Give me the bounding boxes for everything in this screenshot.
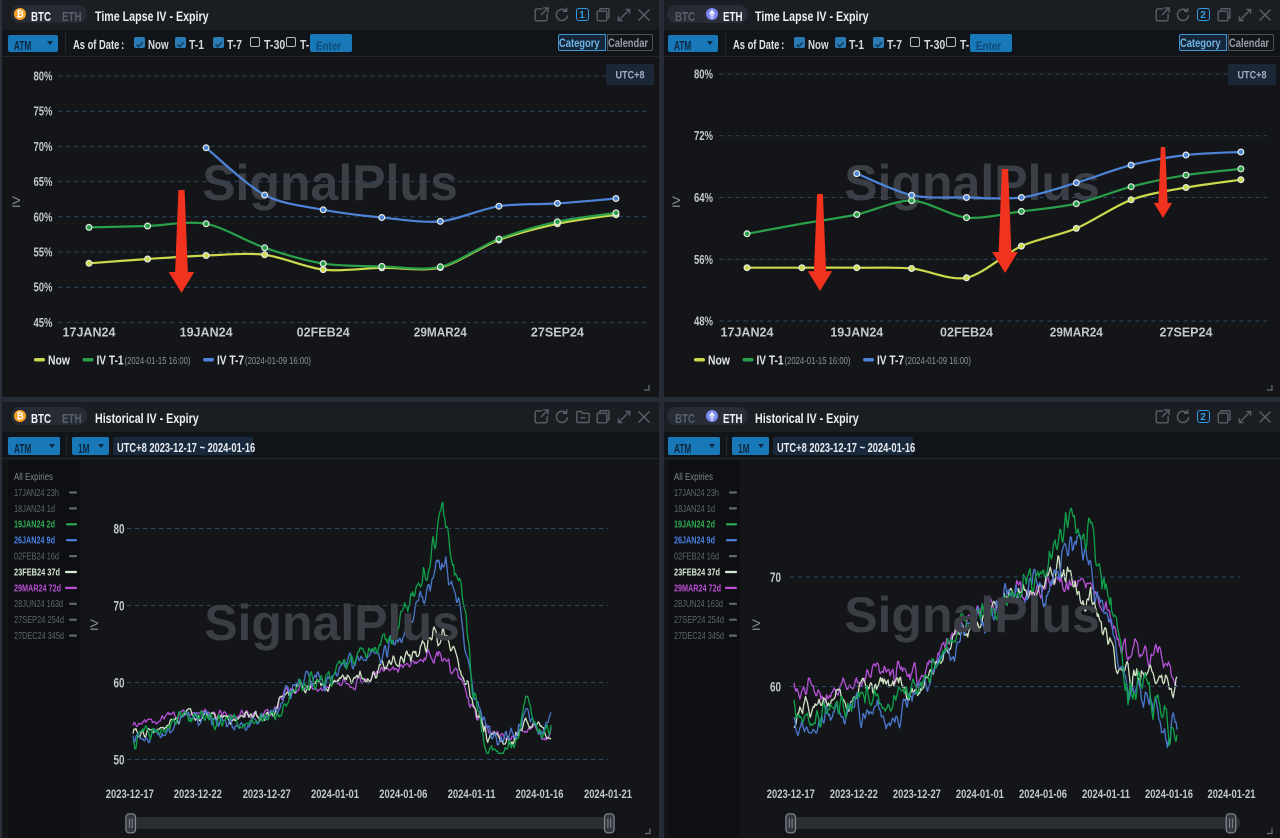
svg-text:60: 60 xyxy=(770,679,781,695)
svg-text:18JAN24 1d: 18JAN24 1d xyxy=(14,503,55,515)
svg-text:70: 70 xyxy=(770,569,781,585)
svg-text:50: 50 xyxy=(114,752,125,768)
svg-text:17JAN24: 17JAN24 xyxy=(721,326,774,340)
svg-text:02FEB24: 02FEB24 xyxy=(940,326,993,340)
svg-text:2024-01-16: 2024-01-16 xyxy=(1145,787,1193,801)
svg-text:23FEB24 37d: 23FEB24 37d xyxy=(14,566,60,578)
svg-text:19JAN24: 19JAN24 xyxy=(830,326,883,340)
svg-text:2023-12-17: 2023-12-17 xyxy=(106,787,154,801)
svg-text:55%: 55% xyxy=(34,245,53,260)
svg-text:2023-12-27: 2023-12-27 xyxy=(243,787,291,801)
svg-text:Now: Now xyxy=(708,353,731,368)
svg-text:17JAN24 23h: 17JAN24 23h xyxy=(14,487,59,499)
svg-text:75%: 75% xyxy=(34,104,53,119)
svg-text:IV T-7: IV T-7 xyxy=(217,353,244,368)
svg-text:18JAN24 1d: 18JAN24 1d xyxy=(674,503,715,515)
svg-text:17JAN24 23h: 17JAN24 23h xyxy=(674,487,719,499)
svg-text:80%: 80% xyxy=(34,69,53,84)
svg-text:60%: 60% xyxy=(34,209,53,224)
svg-text:(2024-01-09 16:00): (2024-01-09 16:00) xyxy=(905,356,971,367)
svg-text:Now: Now xyxy=(48,353,71,368)
svg-text:80: 80 xyxy=(114,521,125,537)
svg-text:27SEP24: 27SEP24 xyxy=(1160,326,1213,340)
svg-text:(2024-01-09 16:00): (2024-01-09 16:00) xyxy=(245,356,311,367)
svg-text:2024-01-06: 2024-01-06 xyxy=(379,787,427,801)
svg-text:UTC+8: UTC+8 xyxy=(1238,70,1267,82)
svg-text:29MAR24 72d: 29MAR24 72d xyxy=(14,582,61,594)
svg-text:65%: 65% xyxy=(34,174,53,189)
svg-text:2024-01-21: 2024-01-21 xyxy=(584,787,632,801)
svg-text:72%: 72% xyxy=(694,128,713,143)
svg-text:80%: 80% xyxy=(694,67,713,82)
svg-text:IV: IV xyxy=(89,618,101,631)
svg-text:17JAN24: 17JAN24 xyxy=(63,326,116,340)
svg-text:02FEB24 16d: 02FEB24 16d xyxy=(14,551,59,563)
svg-text:2024-01-11: 2024-01-11 xyxy=(448,787,496,801)
svg-text:26JAN24 9d: 26JAN24 9d xyxy=(14,535,55,547)
svg-text:28JUN24 163d: 28JUN24 163d xyxy=(14,598,63,610)
svg-text:19JAN24 2d: 19JAN24 2d xyxy=(14,519,55,531)
svg-text:27SEP24: 27SEP24 xyxy=(531,326,584,340)
svg-text:IV T-1: IV T-1 xyxy=(757,353,784,368)
svg-text:29MAR24: 29MAR24 xyxy=(1050,326,1103,340)
svg-text:(2024-01-15 16:00): (2024-01-15 16:00) xyxy=(125,356,191,367)
svg-text:2023-12-17: 2023-12-17 xyxy=(767,787,815,801)
svg-text:48%: 48% xyxy=(694,314,713,329)
svg-text:2024-01-11: 2024-01-11 xyxy=(1082,787,1130,801)
svg-text:28JUN24 163d: 28JUN24 163d xyxy=(674,598,723,610)
svg-text:27DEC24 345d: 27DEC24 345d xyxy=(674,630,724,642)
svg-text:IV: IV xyxy=(671,195,683,208)
svg-text:IV T-1: IV T-1 xyxy=(97,353,124,368)
svg-text:27SEP24 254d: 27SEP24 254d xyxy=(14,614,64,626)
svg-text:2023-12-22: 2023-12-22 xyxy=(174,787,222,801)
svg-text:2024-01-06: 2024-01-06 xyxy=(1019,787,1067,801)
svg-text:SignalPlus: SignalPlus xyxy=(844,155,1100,211)
svg-text:SignalPlus: SignalPlus xyxy=(202,155,458,211)
svg-text:All Expiries: All Expiries xyxy=(674,471,713,483)
svg-text:All Expiries: All Expiries xyxy=(14,471,53,483)
svg-text:26JAN24 9d: 26JAN24 9d xyxy=(674,535,715,547)
svg-text:UTC+8: UTC+8 xyxy=(616,70,645,82)
svg-text:2023-12-27: 2023-12-27 xyxy=(893,787,941,801)
svg-text:29MAR24 72d: 29MAR24 72d xyxy=(674,582,721,594)
svg-text:27SEP24 254d: 27SEP24 254d xyxy=(674,614,724,626)
svg-text:56%: 56% xyxy=(694,252,713,267)
svg-text:19JAN24 2d: 19JAN24 2d xyxy=(674,519,715,531)
svg-text:23FEB24 37d: 23FEB24 37d xyxy=(674,566,720,578)
svg-text:(2024-01-15 16:00): (2024-01-15 16:00) xyxy=(785,356,851,367)
svg-text:IV T-7: IV T-7 xyxy=(877,353,904,368)
svg-text:IV: IV xyxy=(751,618,763,631)
svg-text:27DEC24 345d: 27DEC24 345d xyxy=(14,630,64,642)
svg-text:02FEB24 16d: 02FEB24 16d xyxy=(674,551,719,563)
svg-text:2024-01-21: 2024-01-21 xyxy=(1208,787,1256,801)
svg-text:02FEB24: 02FEB24 xyxy=(297,326,350,340)
svg-text:IV: IV xyxy=(11,195,23,208)
svg-text:64%: 64% xyxy=(694,190,713,205)
svg-text:45%: 45% xyxy=(34,315,53,330)
svg-text:2024-01-01: 2024-01-01 xyxy=(956,787,1004,801)
svg-text:19JAN24: 19JAN24 xyxy=(180,326,233,340)
svg-text:2024-01-16: 2024-01-16 xyxy=(516,787,564,801)
svg-text:50%: 50% xyxy=(34,280,53,295)
svg-text:2023-12-22: 2023-12-22 xyxy=(830,787,878,801)
svg-text:60: 60 xyxy=(114,675,125,691)
svg-text:70: 70 xyxy=(114,598,125,614)
svg-text:29MAR24: 29MAR24 xyxy=(414,326,467,340)
svg-text:2024-01-01: 2024-01-01 xyxy=(311,787,359,801)
svg-text:70%: 70% xyxy=(34,139,53,154)
